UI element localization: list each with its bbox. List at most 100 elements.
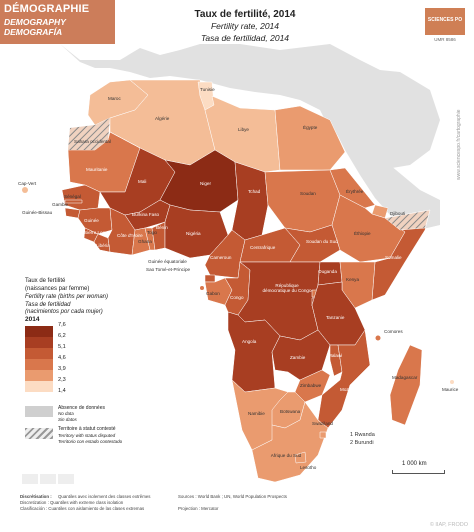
mini-graph-3	[58, 474, 74, 484]
inset-note-1: 1 Rwanda	[350, 432, 375, 438]
vertical-url: www.sciencespo.fr/cartographie	[456, 109, 462, 180]
label-libye: Libye	[238, 127, 249, 132]
legend-nodata-swatch	[25, 406, 53, 417]
country-guinee-bissau	[64, 207, 81, 219]
country-tchad	[231, 161, 269, 241]
publisher-logo: SCIENCES PO	[425, 8, 465, 35]
label-sao-tome: Sao Tomé-et-Principe	[146, 267, 191, 272]
legend: Taux de fertilité (naissances par femme)…	[21, 276, 123, 456]
label-congo: Congo	[230, 295, 244, 300]
legend-nodata-es: Sin datos	[58, 417, 77, 422]
label-cap-vert: Cap-Vert	[18, 181, 37, 186]
label-angola: Angola	[242, 339, 257, 344]
mini-graph-1	[22, 474, 38, 484]
footer-disc-es: Clasificación : Cuantiles con aislamient…	[20, 506, 145, 511]
label-tunisie: Tunisie	[200, 87, 215, 92]
label-sierra-leone: Sierra Leone	[84, 230, 111, 235]
label-maurice: Maurice	[442, 387, 459, 392]
label-liberia: Libéria	[96, 243, 110, 248]
label-ethiopie: Éthiopie	[354, 231, 371, 236]
label-malawi: Malawi	[328, 353, 343, 358]
country-cap-vert	[22, 187, 28, 193]
category-en: DEMOGRAPHY	[4, 17, 66, 27]
label-niger: Niger	[200, 181, 211, 186]
label-zimbabwe: Zimbabwe	[300, 383, 322, 388]
label-zambie: Zambie	[290, 355, 306, 360]
mini-graph-2	[40, 474, 56, 484]
legend-nodata-fr: Absence de données	[58, 405, 105, 411]
label-nigeria: Nigéria	[186, 231, 201, 236]
label-gabon: Gabon	[206, 291, 220, 296]
legend-swatch-5	[25, 348, 53, 359]
label-madagascar: Madagascar	[392, 375, 418, 380]
category-es: DEMOGRAFÍA	[4, 27, 63, 37]
map-title-fr: Taux de fertilité, 2014	[194, 9, 296, 20]
label-centrafrique: Centrafrique	[250, 245, 276, 250]
legend-disputed-fr: Territoire à statut contesté	[58, 426, 116, 432]
label-algerie: Algérie	[155, 116, 170, 121]
label-guinee-equatoriale: Guinée équatoriale	[148, 259, 187, 264]
legend-tick: 7,6	[58, 322, 66, 328]
country-mozambique	[317, 329, 371, 429]
legend-title-fr2: (naissances par femme)	[25, 286, 90, 292]
label-mauritanie: Mauritanie	[86, 167, 108, 172]
legend-title-fr: Taux de fertilité	[25, 278, 66, 284]
label-cote-divoire: Côte d'Ivoire	[117, 233, 143, 238]
legend-title-es2: (nacimientos por cada mujer)	[25, 309, 103, 315]
label-tchad: Tchad	[248, 189, 261, 194]
country-maurice	[450, 380, 454, 384]
footer: Discrétisation : Quantiles avec isolemen…	[0, 492, 474, 532]
country-madagascar	[389, 344, 423, 426]
sahara-disputed-hatch	[68, 118, 110, 150]
country-guinee-equatoriale	[204, 274, 216, 283]
label-guinee-bissau: Guinée-Bissau	[22, 210, 53, 215]
legend-tick: 5,1	[58, 344, 66, 350]
category-fr: DÉMOGRAPHIE	[4, 3, 90, 15]
label-rdc: République démocratique du Congo	[262, 283, 312, 293]
country-soudan	[264, 169, 341, 233]
country-sao-tome	[200, 286, 204, 290]
legend-year: 2014	[25, 316, 40, 323]
label-ghana: Ghana	[138, 239, 152, 244]
footer-disc-en: Discretization : Quantiles with extreme …	[20, 500, 124, 505]
logo-text: SCIENCES PO	[427, 17, 463, 23]
country-somalie	[371, 209, 431, 301]
legend-title-es: Tasa de fertilidad	[25, 302, 71, 308]
legend-disputed-es: Territorio con estado contestado	[58, 439, 123, 444]
label-cameroun: Cameroun	[210, 255, 232, 260]
label-togo: Togo	[147, 230, 157, 235]
legend-swatch-7	[25, 326, 53, 337]
label-benin: Bénin	[156, 225, 168, 230]
country-somaliland-disputed	[384, 209, 431, 231]
legend-tick: 4,6	[58, 355, 66, 361]
label-sahara: Sahara occidental	[74, 139, 111, 144]
label-comores: Comores	[384, 329, 403, 334]
legend-tick: 1,4	[58, 388, 66, 394]
country-egypte	[274, 105, 346, 171]
country-lesotho	[294, 451, 307, 464]
legend-swatch-2	[25, 381, 53, 392]
label-gambie: Gambie	[52, 202, 69, 207]
legend-tick: 2,3	[58, 377, 66, 383]
country-erythree	[329, 167, 376, 209]
label-soudan-sud: Soudan du Sud	[306, 239, 338, 244]
legend-swatch-4	[25, 359, 53, 370]
footer-sources: Sources : World Bank ; UN, World Populat…	[178, 494, 287, 499]
legend-disputed-en: Territory with status disputed	[58, 433, 116, 438]
label-mozambique: Mozambique	[340, 387, 367, 392]
inset-note-2: 2 Burundi	[350, 439, 374, 446]
label-erythree: Érythrée	[346, 189, 364, 194]
scale-bar	[392, 470, 445, 474]
label-tanzanie: Tanzanie	[326, 315, 345, 320]
label-namibie: Namibie	[248, 411, 265, 416]
label-senegal: Sénégal	[64, 194, 81, 199]
label-djibouti: Djibouti	[390, 211, 406, 216]
logo-subtext: UMR 8586	[434, 37, 456, 42]
label-swaziland: Swaziland	[312, 421, 333, 426]
label-lesotho: Lesotho	[300, 465, 317, 470]
footer-projection: Projection : Mercator	[178, 506, 219, 511]
map-title-en: Fertility rate, 2014	[210, 21, 280, 31]
legend-nodata-en: No data	[58, 411, 74, 416]
country-angola	[227, 311, 281, 393]
